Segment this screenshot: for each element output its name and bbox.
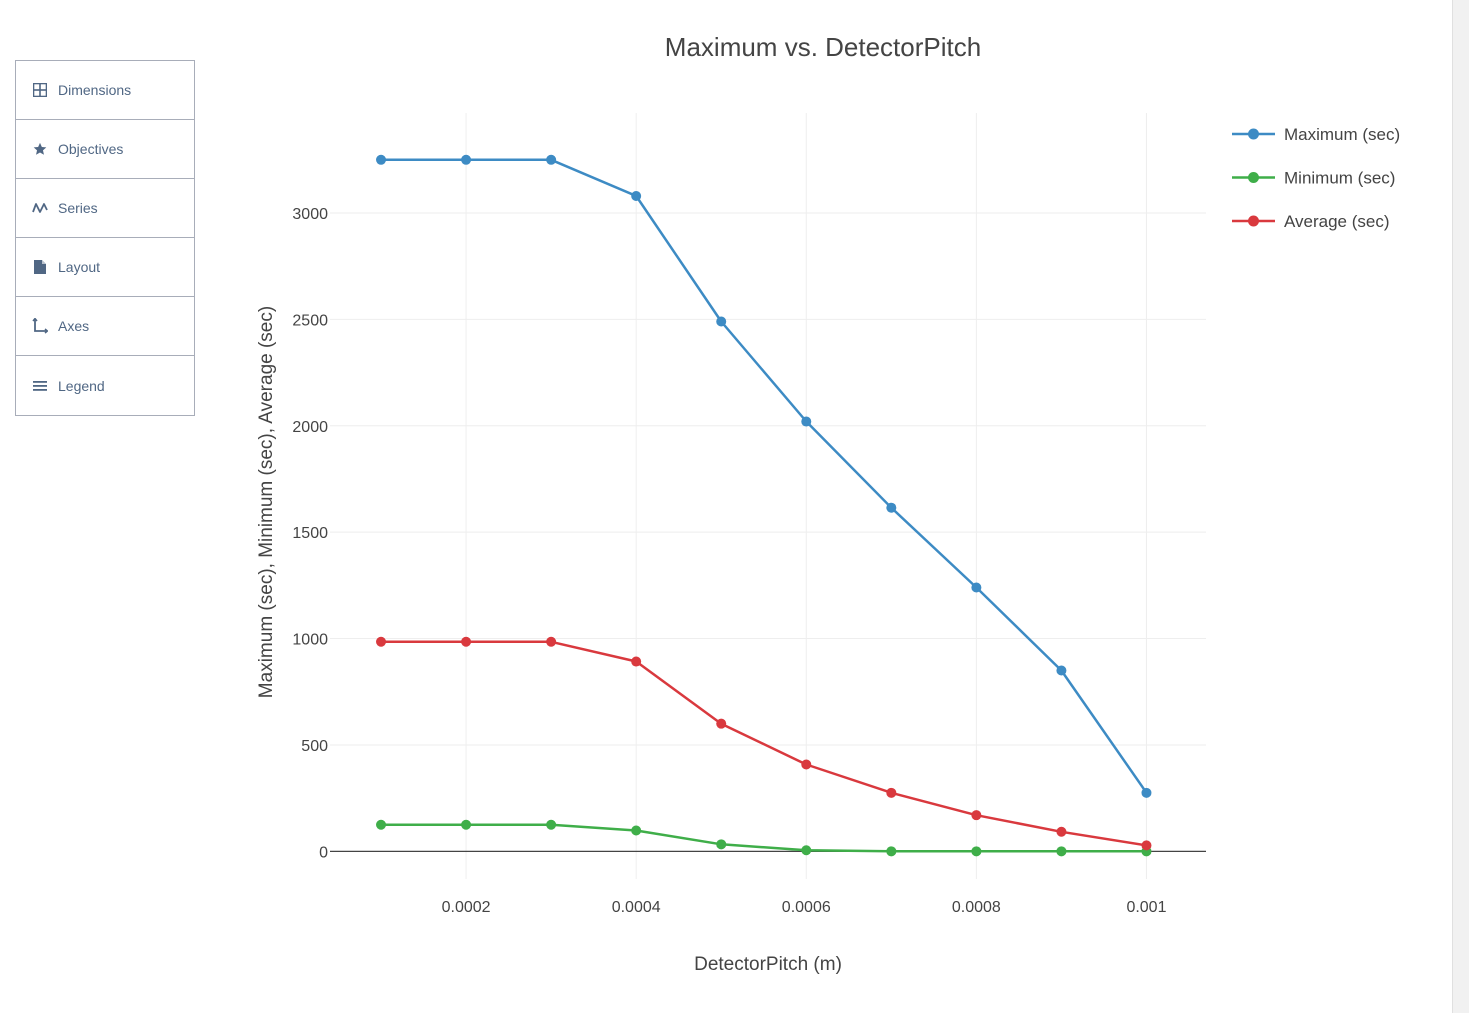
data-point[interactable]: [461, 154, 472, 165]
sidebar-item-axes[interactable]: Axes: [16, 297, 194, 356]
data-point[interactable]: [461, 819, 472, 830]
sidebar-item-label: Axes: [58, 318, 90, 334]
list-icon: [32, 378, 48, 394]
data-point[interactable]: [631, 825, 642, 836]
data-point[interactable]: [971, 846, 982, 857]
data-point[interactable]: [716, 718, 727, 729]
legend-label: Maximum (sec): [1284, 125, 1400, 144]
sidebar-item-objectives[interactable]: Objectives: [16, 120, 194, 179]
document-icon: [32, 259, 48, 275]
y-tick-label: 3000: [292, 206, 328, 223]
legend-label: Average (sec): [1284, 212, 1390, 231]
data-point[interactable]: [1141, 787, 1152, 798]
wave-icon: [32, 200, 48, 216]
sidebar-item-legend[interactable]: Legend: [16, 356, 194, 415]
legend-label: Minimum (sec): [1284, 169, 1395, 188]
y-tick-label: 0: [319, 844, 328, 861]
legend[interactable]: Maximum (sec) Minimum (sec) Average (sec): [1232, 125, 1400, 231]
sidebar-item-dimensions[interactable]: Dimensions: [16, 61, 194, 120]
legend-item[interactable]: Average (sec): [1232, 212, 1390, 231]
y-tick-label: 2500: [292, 312, 328, 329]
x-tick-label: 0.0002: [442, 899, 491, 916]
data-point[interactable]: [971, 810, 982, 821]
y-tick-label: 1500: [292, 525, 328, 542]
y-tick-label: 1000: [292, 632, 328, 649]
chart-title: Maximum vs. DetectorPitch: [665, 32, 981, 62]
data-point[interactable]: [801, 845, 812, 856]
data-point[interactable]: [631, 656, 642, 667]
y-tick-label: 500: [301, 738, 328, 755]
legend-item[interactable]: Minimum (sec): [1232, 169, 1395, 188]
legend-swatch-marker: [1248, 172, 1259, 183]
x-tick-label: 0.0004: [612, 899, 661, 916]
series-line-2: [381, 640, 1147, 847]
data-point[interactable]: [546, 819, 557, 830]
x-tick-label: 0.0006: [782, 899, 831, 916]
legend-swatch-marker: [1248, 128, 1259, 140]
data-point[interactable]: [546, 636, 557, 647]
sidebar-item-label: Dimensions: [58, 82, 132, 98]
data-point[interactable]: [1056, 846, 1067, 857]
axes-icon: [32, 318, 48, 334]
data-point[interactable]: [631, 190, 642, 201]
data-point[interactable]: [1056, 826, 1067, 837]
x-tick-label: 0.001: [1126, 899, 1166, 916]
data-point[interactable]: [801, 416, 812, 427]
grid-lines: [330, 113, 1206, 879]
x-tick-label: 0.0008: [952, 899, 1001, 916]
data-point[interactable]: [461, 636, 472, 647]
data-point[interactable]: [546, 154, 557, 165]
data-point[interactable]: [376, 819, 387, 830]
vertical-scrollbar[interactable]: [1452, 0, 1469, 1013]
y-axis-label: Maximum (sec), Minimum (sec), Average (s…: [256, 306, 277, 698]
data-point[interactable]: [376, 154, 387, 165]
data-point[interactable]: [716, 839, 727, 850]
sidebar-panel: Dimensions Objectives Series Layout Axes Lege…: [15, 60, 195, 416]
data-point[interactable]: [716, 316, 727, 327]
data-point[interactable]: [886, 846, 897, 857]
data-point[interactable]: [801, 759, 812, 770]
data-point[interactable]: [886, 502, 897, 513]
data-point[interactable]: [1141, 840, 1152, 851]
star-icon: [32, 141, 48, 157]
axes: 0.0002 0.0004 0.0006 0.0008 0.001 0 500 1000 150…: [292, 206, 1206, 916]
sidebar-item-series[interactable]: Series: [16, 179, 194, 238]
data-point[interactable]: [886, 787, 897, 798]
sidebar-item-label: Layout: [58, 259, 101, 275]
series-line-0: [381, 158, 1148, 794]
legend-swatch-marker: [1248, 215, 1259, 227]
sidebar-item-label: Series: [58, 200, 98, 216]
series-lines: [376, 154, 1152, 857]
x-axis-label: DetectorPitch (m): [694, 954, 842, 975]
sidebar-item-layout[interactable]: Layout: [16, 238, 194, 297]
series-line-1: [381, 823, 1147, 853]
sidebar-item-label: Legend: [58, 377, 105, 394]
grid-icon: [32, 82, 48, 98]
sidebar-item-label: Objectives: [58, 141, 124, 157]
y-tick-label: 2000: [292, 419, 328, 436]
legend-item[interactable]: Maximum (sec): [1232, 125, 1400, 144]
data-point[interactable]: [971, 582, 982, 593]
data-point[interactable]: [376, 636, 387, 647]
data-point[interactable]: [1056, 665, 1067, 676]
